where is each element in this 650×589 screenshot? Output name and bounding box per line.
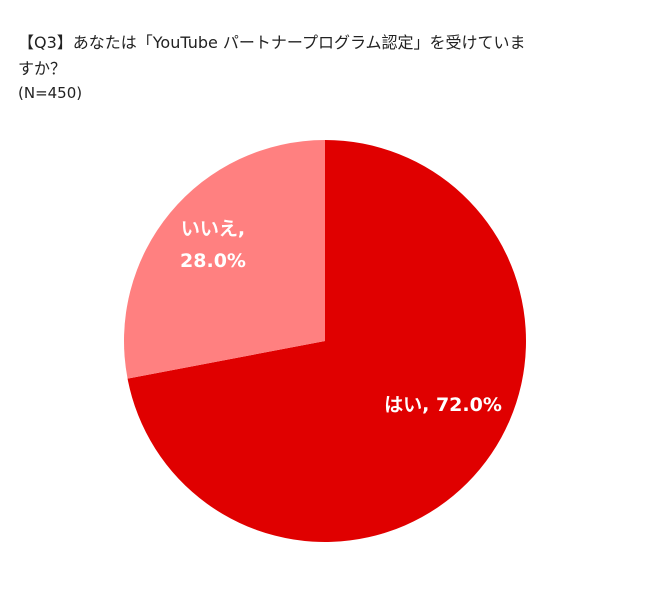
slice-label-yes: はい, 72.0% xyxy=(384,394,502,416)
pie-slice-yes xyxy=(127,140,526,542)
pie-slices xyxy=(124,140,526,542)
pie-slice-no xyxy=(124,140,325,379)
pie-labels: はい, 72.0% いいえ, 28.0% xyxy=(180,218,502,416)
slice-value-label-no: 28.0% xyxy=(180,250,246,272)
chart-title: 【Q3】あなたは「YouTube パートナープログラム認定」を受けていますか？ xyxy=(18,33,526,78)
slice-label-no: いいえ, xyxy=(181,218,245,240)
chart-subtitle: (N=450) xyxy=(18,84,83,102)
chart-title-block: 【Q3】あなたは「YouTube パートナープログラム認定」を受けていますか？ … xyxy=(18,30,538,104)
